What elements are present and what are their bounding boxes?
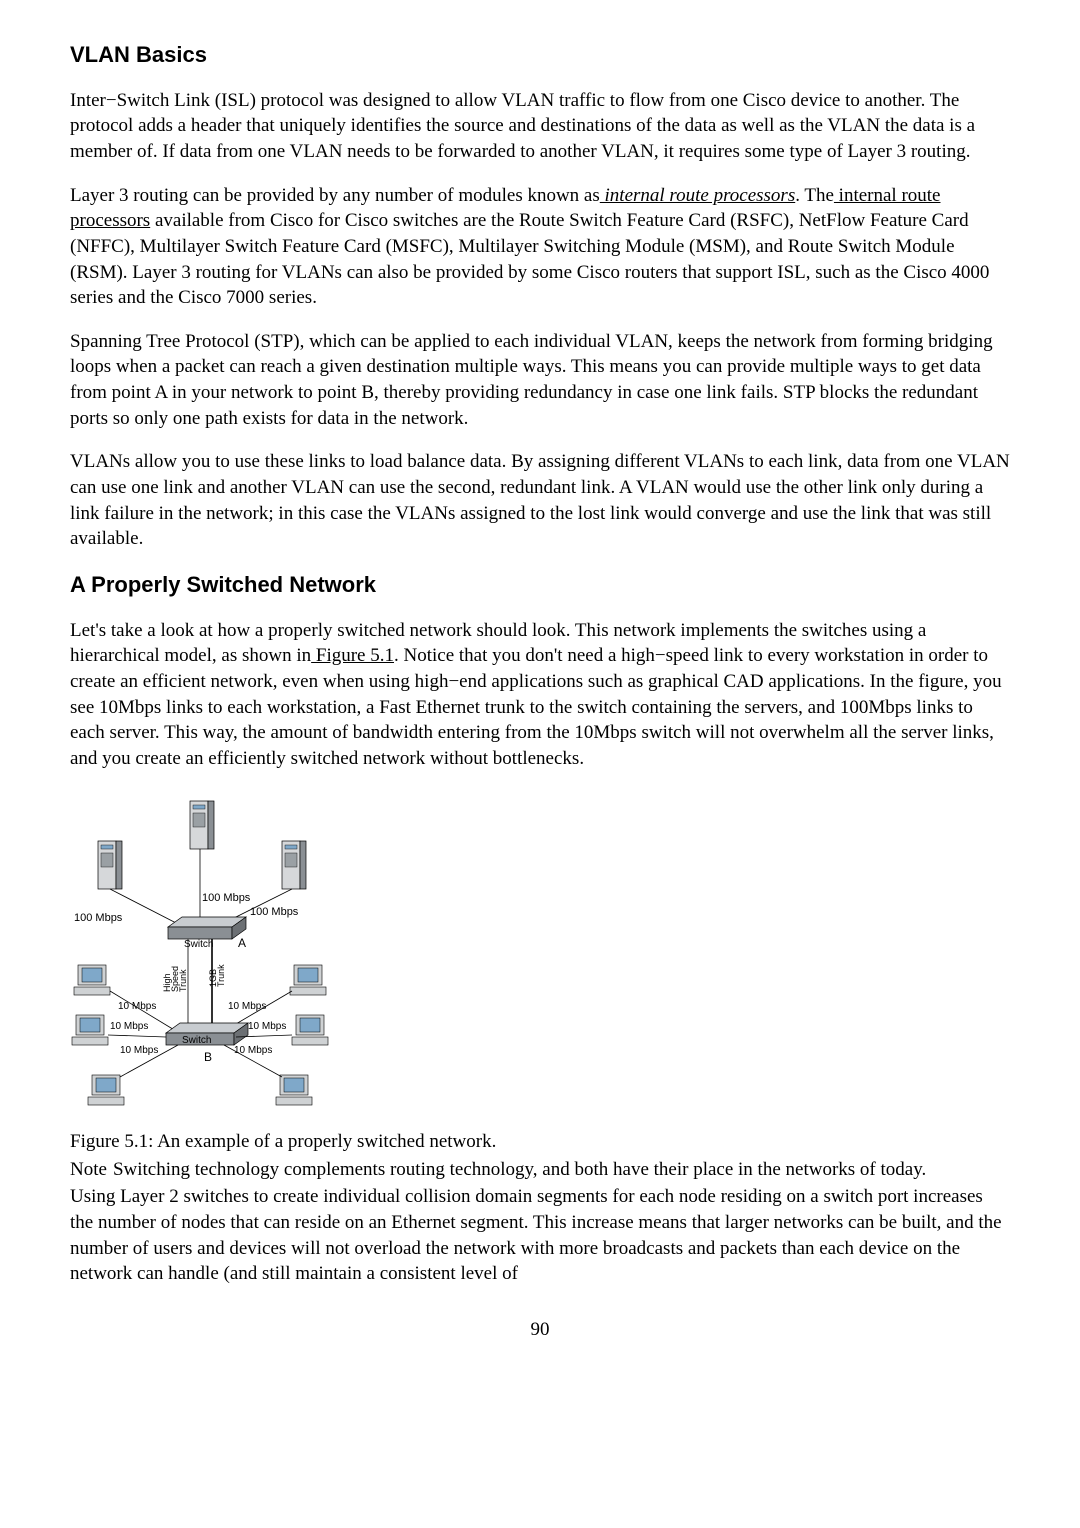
label-100mbps-left: 100 Mbps: [74, 912, 123, 924]
label-10mbps: 10 Mbps: [120, 1045, 158, 1056]
note-label: Note: [70, 1157, 113, 1183]
figure-caption: Figure 5.1: An example of a properly swi…: [70, 1129, 1010, 1155]
link-internal-route-processors-1[interactable]: internal route processors: [600, 185, 795, 206]
label-b: B: [204, 1050, 212, 1064]
text-p2a: Layer 3 routing can be provided by any n…: [70, 185, 600, 206]
label-10mbps: 10 Mbps: [118, 1001, 156, 1012]
label-switch-b: Switch: [182, 1035, 211, 1046]
paragraph-stp: Spanning Tree Protocol (STP), which can …: [70, 329, 1010, 432]
workstation-icon: [292, 1015, 328, 1045]
label-1gb-trunk: Trunk: [216, 964, 226, 987]
figure-5-1-diagram: 100 Mbps 100 Mbps 100 Mbps Switch A High…: [70, 797, 330, 1117]
workstation-icon: [290, 965, 326, 995]
note-block: Note Switching technology complements ro…: [70, 1157, 1010, 1183]
switch-a-icon: [168, 917, 246, 939]
text-p2e: available from Cisco for Cisco switches …: [70, 210, 989, 308]
label-10mbps: 10 Mbps: [228, 1001, 266, 1012]
paragraph-load-balance: VLANs allow you to use these links to lo…: [70, 449, 1010, 552]
workstation-icon: [72, 1015, 108, 1045]
label-a: A: [238, 936, 246, 950]
workstation-icon: [276, 1075, 312, 1105]
workstation-icon: [88, 1075, 124, 1105]
label-high-speed-trunk3: Trunk: [178, 969, 188, 992]
label-10mbps: 10 Mbps: [110, 1021, 148, 1032]
label-100mbps-right: 100 Mbps: [250, 906, 299, 918]
label-10mbps: 10 Mbps: [248, 1021, 286, 1032]
server-icon: [98, 841, 122, 889]
label-100mbps-top: 100 Mbps: [202, 892, 251, 904]
paragraph-layer2: Using Layer 2 switches to create individ…: [70, 1184, 1010, 1287]
text-p2c: . The: [795, 185, 834, 206]
paragraph-intro: Inter−Switch Link (ISL) protocol was des…: [70, 88, 1010, 165]
workstation-icon: [74, 965, 110, 995]
server-icon: [190, 801, 214, 849]
heading-vlan-basics: VLAN Basics: [70, 40, 1010, 70]
page-number: 90: [70, 1317, 1010, 1343]
paragraph-switched-intro: Let's take a look at how a properly swit…: [70, 618, 1010, 772]
link-figure-5-1[interactable]: Figure 5.1: [311, 645, 394, 666]
label-switch-a: Switch: [184, 939, 213, 950]
server-icon: [282, 841, 306, 889]
paragraph-layer3: Layer 3 routing can be provided by any n…: [70, 183, 1010, 311]
heading-properly-switched: A Properly Switched Network: [70, 570, 1010, 600]
note-text: Switching technology complements routing…: [113, 1157, 1010, 1183]
label-10mbps: 10 Mbps: [234, 1045, 272, 1056]
